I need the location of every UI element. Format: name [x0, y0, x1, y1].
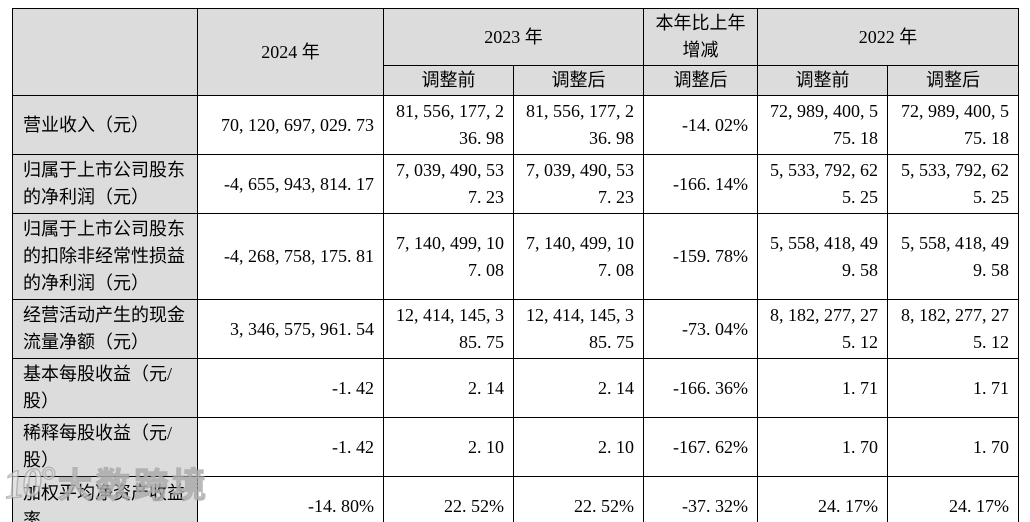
basic-eps-2022-before: 1. 71 [757, 358, 888, 418]
excl-nonrecurring-2022-after: 5, 558, 418, 499. 58 [887, 213, 1019, 300]
revenue-2022-after: 72, 989, 400, 575. 18 [887, 95, 1019, 155]
revenue-2022-before: 72, 989, 400, 575. 18 [757, 95, 888, 155]
row-label-revenue: 营业收入（元） [12, 95, 198, 155]
row-revenue: 营业收入（元） 70, 120, 697, 029. 73 81, 556, 1… [12, 95, 1019, 155]
diluted-eps-2024: -1. 42 [197, 417, 384, 477]
basic-eps-2022-after: 1. 71 [887, 358, 1019, 418]
row-label-operating-cash-flow: 经营活动产生的现金流量净额（元） [12, 299, 198, 359]
net-profit-2023-after: 7, 039, 490, 537. 23 [513, 154, 644, 214]
row-label-net-profit-excl-nonrecurring: 归属于上市公司股东的扣除非经常性损益的净利润（元） [12, 213, 198, 300]
diluted-eps-2023-after: 2. 10 [513, 417, 644, 477]
roe-2024: -14. 80% [197, 476, 384, 522]
header-corner-cell [12, 8, 198, 96]
header-change-vs-prior: 本年比上年增减 [643, 8, 758, 66]
revenue-change: -14. 02% [643, 95, 758, 155]
cash-flow-2022-after: 8, 182, 277, 275. 12 [887, 299, 1019, 359]
header-2022-adj-after: 调整后 [887, 65, 1019, 96]
revenue-2023-after: 81, 556, 177, 236. 98 [513, 95, 644, 155]
net-profit-change: -166. 14% [643, 154, 758, 214]
net-profit-2022-before: 5, 533, 792, 625. 25 [757, 154, 888, 214]
header-year-2023: 2023 年 [383, 8, 644, 66]
row-weighted-avg-roe: 加权平均净资产收益率 -14. 80% 22. 52% 22. 52% -37.… [12, 476, 1019, 522]
excl-nonrecurring-2024: -4, 268, 758, 175. 81 [197, 213, 384, 300]
row-net-profit-excl-nonrecurring: 归属于上市公司股东的扣除非经常性损益的净利润（元） -4, 268, 758, … [12, 213, 1019, 300]
basic-eps-2023-after: 2. 14 [513, 358, 644, 418]
header-2022-adj-before: 调整前 [757, 65, 888, 96]
roe-2023-before: 22. 52% [383, 476, 514, 522]
cash-flow-2023-after: 12, 414, 145, 385. 75 [513, 299, 644, 359]
row-diluted-eps: 稀释每股收益（元/股） -1. 42 2. 10 2. 10 -167. 62%… [12, 417, 1019, 477]
header-year-2024: 2024 年 [197, 8, 384, 96]
net-profit-2023-before: 7, 039, 490, 537. 23 [383, 154, 514, 214]
basic-eps-change: -166. 36% [643, 358, 758, 418]
diluted-eps-2023-before: 2. 10 [383, 417, 514, 477]
revenue-2024: 70, 120, 697, 029. 73 [197, 95, 384, 155]
basic-eps-2023-before: 2. 14 [383, 358, 514, 418]
net-profit-2024: -4, 655, 943, 814. 17 [197, 154, 384, 214]
excl-nonrecurring-2023-before: 7, 140, 499, 107. 08 [383, 213, 514, 300]
header-2023-adj-after: 调整后 [513, 65, 644, 96]
row-label-net-profit: 归属于上市公司股东的净利润（元） [12, 154, 198, 214]
row-net-profit: 归属于上市公司股东的净利润（元） -4, 655, 943, 814. 17 7… [12, 154, 1019, 214]
basic-eps-2024: -1. 42 [197, 358, 384, 418]
row-label-diluted-eps: 稀释每股收益（元/股） [12, 417, 198, 477]
header-change-adj-after: 调整后 [643, 65, 758, 96]
cash-flow-2022-before: 8, 182, 277, 275. 12 [757, 299, 888, 359]
diluted-eps-2022-before: 1. 70 [757, 417, 888, 477]
excl-nonrecurring-2022-before: 5, 558, 418, 499. 58 [757, 213, 888, 300]
row-basic-eps: 基本每股收益（元/股） -1. 42 2. 14 2. 14 -166. 36%… [12, 358, 1019, 418]
diluted-eps-change: -167. 62% [643, 417, 758, 477]
header-year-2022: 2022 年 [757, 8, 1019, 66]
header-row-adjustments: 调整前 调整后 调整后 调整前 调整后 [13, 65, 1019, 96]
roe-2022-after: 24. 17% [887, 476, 1019, 522]
revenue-2023-before: 81, 556, 177, 236. 98 [383, 95, 514, 155]
header-2023-adj-before: 调整前 [383, 65, 514, 96]
header-row-years: 2024 年 2023 年 本年比上年增减 2022 年 [12, 8, 1019, 96]
excl-nonrecurring-change: -159. 78% [643, 213, 758, 300]
roe-2022-before: 24. 17% [757, 476, 888, 522]
row-label-weighted-avg-roe: 加权平均净资产收益率 [12, 476, 198, 522]
cash-flow-2023-before: 12, 414, 145, 385. 75 [383, 299, 514, 359]
diluted-eps-2022-after: 1. 70 [887, 417, 1019, 477]
excl-nonrecurring-2023-after: 7, 140, 499, 107. 08 [513, 213, 644, 300]
row-operating-cash-flow: 经营活动产生的现金流量净额（元） 3, 346, 575, 961. 54 12… [12, 299, 1019, 359]
cash-flow-change: -73. 04% [643, 299, 758, 359]
net-profit-2022-after: 5, 533, 792, 625. 25 [887, 154, 1019, 214]
cash-flow-2024: 3, 346, 575, 961. 54 [197, 299, 384, 359]
row-label-basic-eps: 基本每股收益（元/股） [12, 358, 198, 418]
financial-summary-table: 2024 年 2023 年 本年比上年增减 2022 年 调整前 调整后 调整后… [12, 8, 1019, 522]
roe-2023-after: 22. 52% [513, 476, 644, 522]
roe-change: -37. 32% [643, 476, 758, 522]
